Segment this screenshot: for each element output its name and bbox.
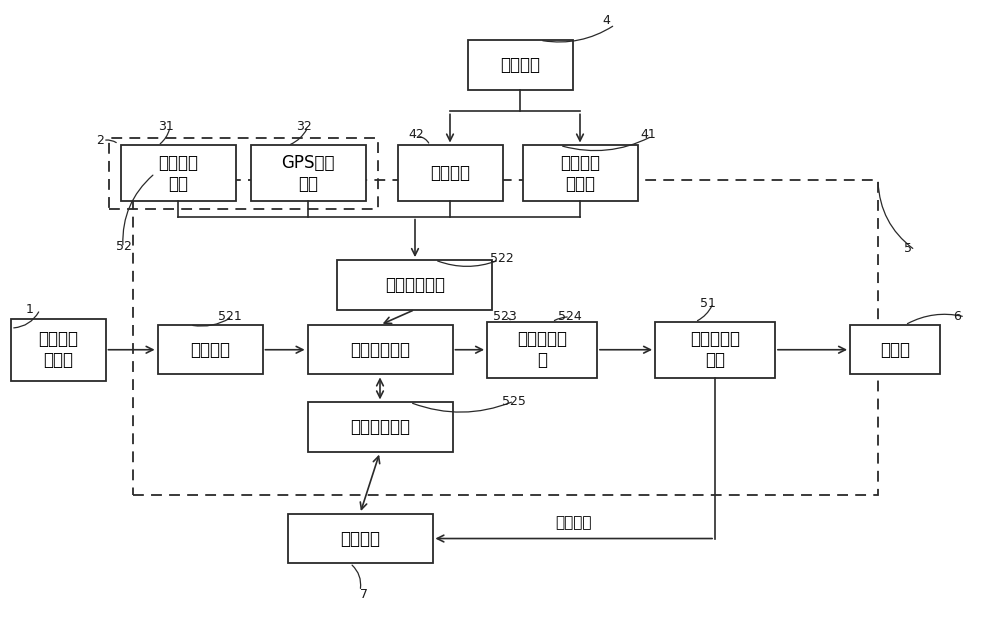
Text: 5: 5 xyxy=(904,242,912,256)
Text: 32: 32 xyxy=(296,119,312,133)
Text: 52: 52 xyxy=(116,240,132,253)
Bar xyxy=(522,145,638,201)
Text: 523: 523 xyxy=(493,310,517,324)
Bar xyxy=(11,319,106,381)
Text: 信号采集单元: 信号采集单元 xyxy=(385,275,445,294)
Text: 车速信号: 车速信号 xyxy=(556,516,592,530)
Text: 51: 51 xyxy=(700,297,716,310)
Text: 组合仪表: 组合仪表 xyxy=(340,529,380,548)
Text: 输入单元: 输入单元 xyxy=(190,340,230,359)
Text: 人机交互单元: 人机交互单元 xyxy=(350,418,410,436)
Text: 发动机控制
模块: 发动机控制 模块 xyxy=(690,331,740,369)
Text: 发动机: 发动机 xyxy=(880,340,910,359)
Text: 油门踏板
传感器: 油门踏板 传感器 xyxy=(560,154,600,193)
Text: 524: 524 xyxy=(558,310,582,324)
Text: 方向盘控
制按钮: 方向盘控 制按钮 xyxy=(38,331,78,369)
Bar xyxy=(655,322,775,378)
Text: 522: 522 xyxy=(490,252,514,266)
Bar xyxy=(308,325,452,374)
Text: 油门踏板: 油门踏板 xyxy=(500,56,540,74)
Text: GPS导航
主机: GPS导航 主机 xyxy=(281,154,335,193)
Bar xyxy=(468,40,572,90)
Text: 521: 521 xyxy=(218,310,242,324)
Text: 41: 41 xyxy=(640,128,656,142)
Text: 525: 525 xyxy=(502,394,526,408)
Bar xyxy=(158,325,262,374)
Bar xyxy=(398,145,503,201)
Text: 31: 31 xyxy=(158,119,174,133)
Bar xyxy=(120,145,236,201)
Bar xyxy=(308,402,452,452)
Text: 7: 7 xyxy=(360,587,368,601)
Bar xyxy=(850,325,940,374)
Text: 4: 4 xyxy=(602,14,610,27)
Text: 超车开关: 超车开关 xyxy=(430,164,470,183)
Text: 速度设定
模块: 速度设定 模块 xyxy=(158,154,198,193)
Text: 信号输出单
元: 信号输出单 元 xyxy=(517,331,567,369)
Bar xyxy=(133,180,878,495)
Bar xyxy=(250,145,366,201)
Bar xyxy=(288,514,432,563)
Bar xyxy=(337,260,492,310)
Text: 1: 1 xyxy=(26,303,34,316)
Text: 42: 42 xyxy=(408,128,424,142)
Bar xyxy=(108,138,378,209)
Text: 6: 6 xyxy=(953,310,961,324)
Bar xyxy=(487,322,597,378)
Text: 中央处理单元: 中央处理单元 xyxy=(350,340,410,359)
Text: 2: 2 xyxy=(96,134,104,147)
